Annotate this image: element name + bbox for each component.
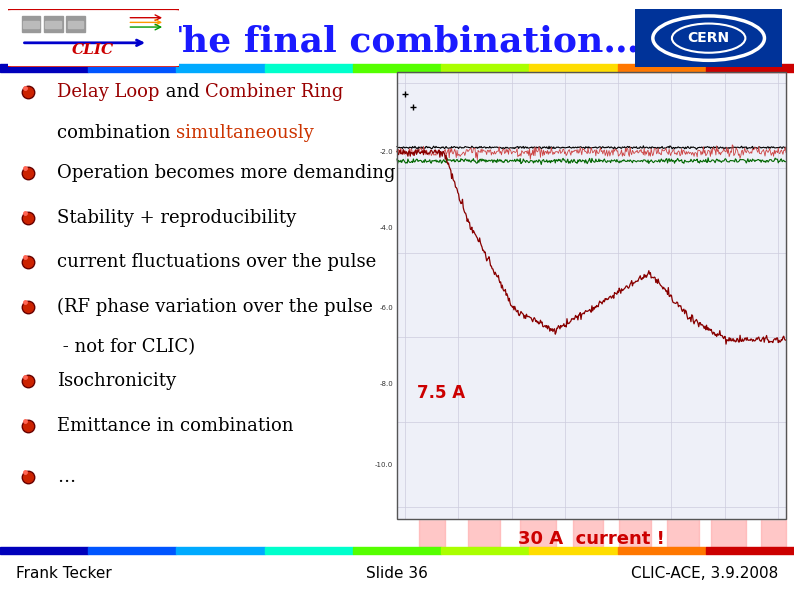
Text: current fluctuations over the pulse: current fluctuations over the pulse — [57, 253, 376, 271]
Bar — [619, 72, 651, 547]
Bar — [530, 547, 618, 554]
Text: -4.0: -4.0 — [380, 225, 393, 231]
Text: 7.5 A: 7.5 A — [417, 384, 465, 402]
Bar — [618, 64, 706, 72]
Bar — [667, 72, 699, 547]
Bar — [88, 547, 176, 554]
Text: Combiner Ring: Combiner Ring — [205, 83, 344, 101]
Bar — [44, 16, 63, 32]
Text: and: and — [160, 83, 205, 101]
Text: -2.0: -2.0 — [380, 149, 393, 155]
Text: CLIC: CLIC — [72, 43, 114, 57]
Text: simultaneously: simultaneously — [176, 124, 314, 142]
Bar — [23, 21, 39, 27]
Bar — [573, 72, 603, 547]
Bar — [0, 547, 88, 554]
Text: The final combination…: The final combination… — [155, 24, 639, 59]
Bar — [397, 72, 786, 519]
Bar — [353, 64, 441, 72]
Text: (RF phase variation over the pulse: (RF phase variation over the pulse — [57, 298, 373, 316]
Text: -10.0: -10.0 — [375, 462, 393, 468]
Circle shape — [653, 16, 765, 60]
Bar — [706, 64, 794, 72]
Bar — [0, 64, 88, 72]
Bar — [264, 547, 353, 554]
Text: Emittance in combination: Emittance in combination — [57, 417, 294, 435]
Bar — [618, 547, 706, 554]
Text: combination: combination — [57, 124, 176, 142]
Bar — [67, 21, 83, 27]
Text: CERN: CERN — [688, 31, 730, 45]
Text: 30 A  current !: 30 A current ! — [518, 530, 665, 548]
Text: Slide 36: Slide 36 — [366, 566, 428, 581]
Text: Stability + reproducibility: Stability + reproducibility — [57, 209, 296, 226]
Bar — [419, 72, 445, 547]
Bar — [264, 64, 353, 72]
Text: CLIC-ACE, 3.9.2008: CLIC-ACE, 3.9.2008 — [631, 566, 778, 581]
Bar — [520, 72, 556, 547]
Bar — [21, 16, 40, 32]
Text: Isochronicity: Isochronicity — [57, 372, 176, 390]
Bar — [711, 72, 746, 547]
Bar — [66, 16, 85, 32]
Bar — [441, 547, 530, 554]
Text: - not for CLIC): - not for CLIC) — [57, 339, 195, 356]
Bar — [176, 547, 264, 554]
Text: -6.0: -6.0 — [380, 305, 393, 312]
Bar — [176, 64, 264, 72]
Bar — [468, 72, 500, 547]
Bar — [45, 21, 61, 27]
Bar — [88, 64, 176, 72]
Bar — [530, 64, 618, 72]
Bar — [353, 547, 441, 554]
FancyBboxPatch shape — [5, 8, 182, 68]
Text: Frank Tecker: Frank Tecker — [16, 566, 112, 581]
Bar — [441, 64, 530, 72]
Bar — [706, 547, 794, 554]
Text: …: … — [57, 468, 75, 486]
Bar — [397, 72, 786, 519]
Text: Delay Loop: Delay Loop — [57, 83, 160, 101]
Text: Operation becomes more demanding: Operation becomes more demanding — [57, 164, 395, 182]
Text: -8.0: -8.0 — [380, 381, 393, 387]
Bar — [761, 72, 786, 547]
